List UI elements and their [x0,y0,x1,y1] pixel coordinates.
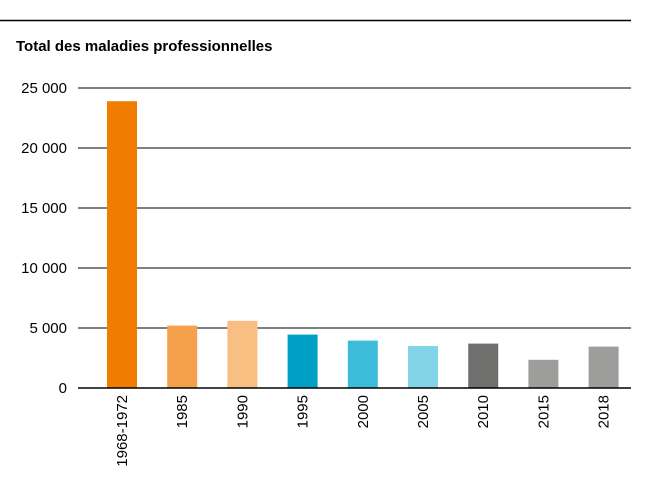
chart-title: Total des maladies professionnelles [16,38,272,55]
bar [167,325,198,388]
bar [588,346,619,388]
y-axis-ticks: 0 5 000 10 000 15 000 20 000 25 000 [21,80,67,397]
x-axis-ticks: 1968-1972 1985 1990 1995 2000 2005 2010 2015 201… [114,395,613,467]
x-tick-label: 2010 [475,395,492,428]
y-tick-label: 0 [59,380,67,397]
bar [287,334,318,388]
bar [347,340,378,388]
bar [408,346,438,388]
gridlines [78,87,631,329]
bar [227,320,258,388]
bar [107,101,137,388]
bar [468,343,499,388]
x-tick-label: 1995 [295,395,312,428]
bars [107,101,619,388]
x-tick-label: 2005 [415,395,432,428]
bar [528,359,559,388]
x-tick-label: 2000 [355,395,372,428]
x-tick-label: 1968-1972 [114,395,131,467]
y-tick-label: 10 000 [21,260,67,277]
x-tick-label: 2015 [535,395,552,428]
y-tick-label: 20 000 [21,140,67,157]
y-tick-label: 5 000 [29,320,67,337]
x-tick-label: 1990 [234,395,251,428]
x-tick-label: 1985 [174,395,191,428]
y-tick-label: 15 000 [21,200,67,217]
y-tick-label: 25 000 [21,80,67,97]
x-tick-label: 2018 [596,395,613,428]
